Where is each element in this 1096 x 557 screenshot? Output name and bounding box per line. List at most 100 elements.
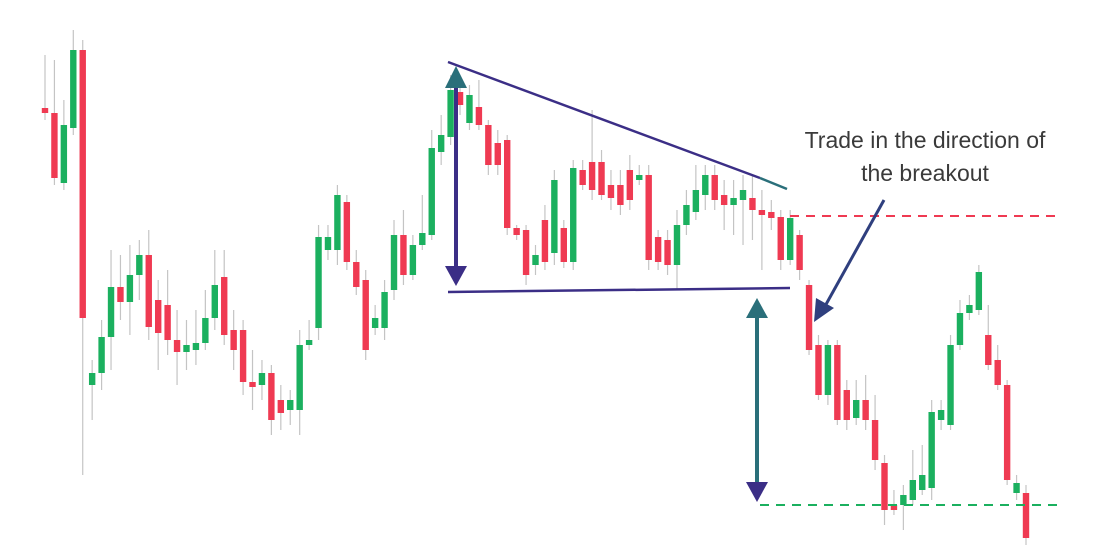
candle-body (966, 305, 973, 313)
candle-body (437, 135, 445, 152)
candle-body (51, 113, 58, 178)
candle-body (607, 185, 615, 198)
candle-body (60, 125, 68, 183)
candle-body (70, 50, 77, 128)
candle-body (362, 280, 369, 350)
candle-body (853, 400, 860, 418)
candle-body (183, 345, 190, 352)
candles (41, 30, 1030, 545)
candle-body (400, 235, 407, 275)
candle-body (598, 162, 605, 195)
candle-body (975, 272, 983, 310)
candle-body (985, 335, 992, 365)
candle-body (98, 337, 105, 373)
candle-body (730, 198, 737, 205)
candle-body (617, 185, 624, 205)
candle-body (956, 313, 964, 345)
candle-body (136, 255, 143, 275)
candle-body (739, 190, 747, 200)
candle-body (777, 217, 784, 260)
candle-body (532, 255, 539, 265)
candle-body (504, 140, 511, 228)
candle-body (513, 228, 520, 235)
candle-body (834, 345, 841, 420)
candle-body (871, 420, 879, 460)
candle-body (41, 108, 49, 113)
candle-body (909, 480, 917, 500)
candle-body (79, 50, 86, 318)
candle-body (173, 340, 181, 352)
candle-body (287, 400, 294, 410)
arrow-head (445, 266, 467, 286)
candle-body (749, 198, 756, 210)
lower-trendline (447, 286, 791, 294)
candle-body (758, 210, 766, 215)
candle-body (409, 245, 417, 275)
candle-body (107, 287, 115, 337)
annotation: Trade in the direction of the breakout (804, 127, 1046, 186)
candle-body (221, 277, 228, 335)
candle-body (947, 345, 954, 425)
candle-body (277, 400, 285, 413)
candle-body (296, 345, 303, 410)
candle-body (664, 240, 671, 265)
candle-body (145, 255, 152, 327)
arrow-head (746, 482, 768, 502)
candle-body (720, 195, 728, 205)
candle-body (900, 495, 907, 505)
candle-body (928, 412, 935, 488)
candle-body (1022, 493, 1030, 538)
candle-body (447, 90, 454, 137)
candle-body (126, 275, 134, 302)
candle-body (371, 318, 379, 328)
candle-body (862, 400, 869, 420)
candle-body (636, 175, 643, 180)
candle-body (419, 233, 426, 245)
candle-body (570, 168, 577, 262)
candle-body (117, 287, 124, 302)
candle-body (164, 305, 171, 340)
candle-body (683, 205, 690, 225)
candle-body (428, 148, 435, 235)
candle-body (466, 95, 473, 123)
candle-body (541, 220, 549, 262)
candle-body (702, 175, 709, 195)
candle-body (711, 175, 718, 200)
candle-body (881, 463, 888, 510)
candle-body (645, 175, 652, 260)
candle-body (154, 300, 162, 333)
candle-body (202, 318, 209, 343)
candle-body (334, 195, 341, 250)
candle-body (626, 170, 634, 200)
arrow-head (746, 298, 768, 318)
candle-body (456, 92, 464, 105)
candle-body (88, 373, 96, 385)
candle-body (1013, 483, 1020, 493)
callout-arrow (822, 199, 886, 309)
candle-body (588, 162, 596, 190)
candle-body (305, 340, 313, 345)
candle-body (692, 190, 700, 212)
candle-body (579, 170, 586, 185)
candle-body (324, 237, 332, 250)
candle-body (315, 237, 322, 328)
candle-body (1003, 385, 1011, 480)
candle-body (919, 475, 926, 490)
candle-body (796, 235, 803, 270)
candle-body (522, 230, 530, 275)
candle-body (249, 382, 256, 387)
upper-trendline-end (759, 176, 788, 191)
candle-body (494, 143, 501, 165)
candle-body (654, 237, 662, 262)
candle-body (258, 373, 266, 385)
annotations (445, 60, 1058, 506)
candle-body (673, 225, 681, 265)
candle-body (381, 292, 388, 328)
candle-body (211, 285, 218, 318)
candle-body (192, 343, 200, 350)
candle-body (390, 235, 398, 290)
candle-body (560, 228, 567, 262)
candle-body (937, 410, 945, 420)
